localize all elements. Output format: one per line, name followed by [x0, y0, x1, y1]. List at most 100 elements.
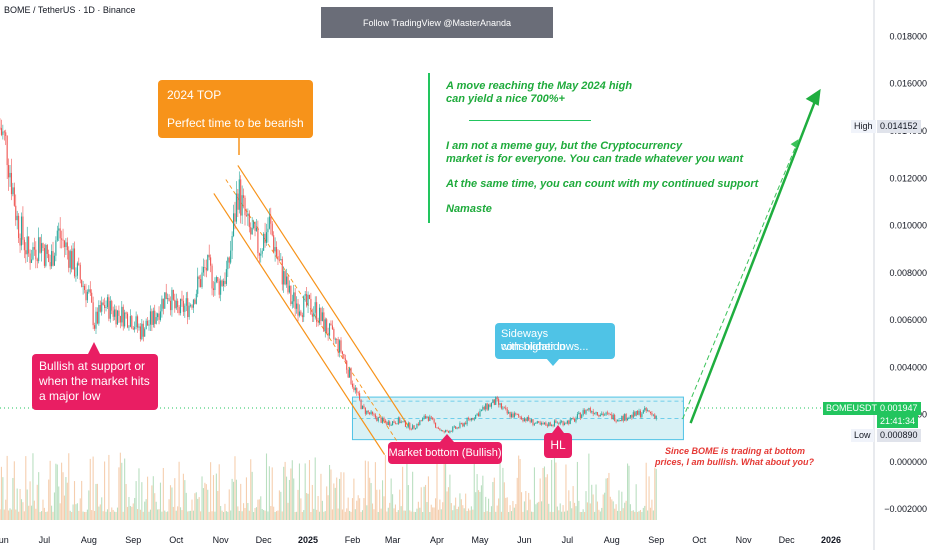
candle-body	[571, 418, 573, 420]
candle-body	[343, 353, 345, 359]
volume-bar	[228, 489, 230, 520]
volume-bar	[169, 485, 172, 520]
volume-bar	[548, 503, 550, 520]
volume-bar	[520, 492, 523, 520]
volume-bar	[452, 510, 454, 520]
volume-bar	[294, 511, 296, 520]
candle-body	[86, 291, 88, 301]
volume-bar	[347, 497, 349, 520]
volume-bar	[518, 455, 520, 520]
candle-body	[462, 423, 464, 427]
volume-bar	[129, 505, 131, 520]
candle-body	[410, 429, 412, 430]
volume-bar	[201, 476, 203, 520]
candle-body	[297, 303, 299, 316]
volume-bar	[171, 487, 173, 520]
candle-body	[38, 237, 40, 262]
candle-body	[596, 412, 599, 415]
volume-bar	[260, 496, 262, 520]
candle-body	[51, 251, 53, 267]
volume-bar	[377, 511, 379, 520]
volume-bar	[200, 511, 202, 520]
candle-body	[549, 422, 551, 426]
candle-body	[423, 416, 425, 419]
candle-body	[470, 418, 472, 421]
candle-body	[33, 247, 35, 250]
candle-body	[162, 298, 164, 309]
candle-body	[224, 280, 226, 284]
candle-body	[161, 298, 163, 312]
volume-bar	[417, 501, 419, 520]
candle-body	[28, 236, 30, 254]
candle-body	[0, 128, 2, 135]
volume-bar	[139, 509, 141, 520]
candle-body	[331, 325, 333, 330]
candle-body	[460, 423, 462, 424]
candle-body	[565, 423, 567, 425]
candle-body	[589, 407, 591, 412]
candle-body	[314, 302, 316, 313]
candle-body	[72, 248, 74, 270]
candle-body	[144, 329, 146, 337]
x-tick-label: Jun	[517, 535, 532, 545]
candle-body	[268, 216, 270, 229]
candle-body	[611, 414, 613, 420]
note-line-2: can yield a nice 700%+	[446, 93, 565, 105]
volume-bar	[594, 511, 596, 520]
candle-body	[614, 414, 616, 421]
candle-body	[257, 227, 259, 254]
volume-bar	[399, 489, 401, 520]
follow-button[interactable]: Follow TradingView @MasterAnanda	[321, 7, 553, 38]
volume-bar	[429, 511, 431, 520]
volume-bar	[538, 501, 540, 520]
candle-body	[390, 425, 392, 426]
candle-body	[274, 247, 276, 252]
volume-bar	[96, 483, 98, 520]
volume-bar	[624, 502, 626, 520]
sideways-line-1: Sideways consolidation	[501, 328, 566, 353]
volume-bar	[519, 459, 521, 520]
candle-body	[26, 236, 28, 255]
volume-bar	[393, 508, 395, 520]
candle-body	[429, 416, 431, 421]
candle-body	[585, 409, 587, 414]
candle-body	[479, 411, 481, 417]
volume-bar	[397, 510, 399, 520]
volume-bar	[403, 510, 405, 520]
volume-bar	[94, 510, 96, 520]
candle-body	[59, 228, 61, 239]
candle-body	[280, 259, 282, 261]
candle-body	[294, 292, 296, 309]
candle-body	[53, 255, 55, 266]
volume-bar	[298, 463, 300, 520]
volume-bar	[105, 511, 107, 520]
candle-body	[588, 407, 590, 410]
candle-body	[515, 413, 517, 415]
volume-bar	[522, 511, 524, 520]
volume-bar	[63, 495, 66, 520]
volume-bar	[379, 489, 381, 520]
note-divider-line	[428, 73, 430, 223]
volume-bar	[602, 494, 604, 520]
candle-body	[562, 421, 564, 426]
candle-body	[138, 326, 140, 328]
candle-body	[104, 304, 106, 308]
candle-body	[304, 294, 306, 296]
candle-body	[439, 428, 441, 431]
volume-bar	[308, 460, 311, 520]
candle-body	[373, 413, 375, 415]
x-tick-label: Apr	[430, 535, 444, 545]
volume-bar	[655, 468, 657, 520]
x-tick-label: Nov	[213, 535, 230, 545]
candle-body	[284, 271, 286, 285]
volume-bar	[76, 503, 78, 520]
candle-body	[293, 292, 295, 302]
candle-body	[79, 264, 81, 280]
candle-body	[641, 413, 643, 417]
candle-body	[71, 251, 73, 270]
candle-body	[493, 399, 495, 405]
candle-body	[512, 413, 514, 418]
volume-bar	[569, 501, 571, 520]
candle-body	[532, 419, 534, 425]
